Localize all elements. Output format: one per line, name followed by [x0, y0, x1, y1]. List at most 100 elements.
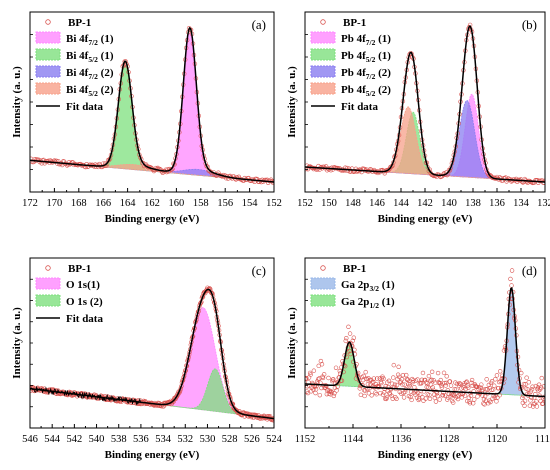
- data-point: [324, 391, 330, 397]
- data-point: [458, 381, 463, 387]
- legend-label-3: Pb 4f7/2 (2): [341, 67, 391, 81]
- legend-label-1: Bi 4f7/2 (1): [66, 33, 114, 47]
- panel-c: 546 544 542 540 538 536 534 532 530 528 526 524 Bind…: [11, 257, 283, 461]
- data-point: [486, 382, 492, 388]
- data-point: [539, 375, 544, 381]
- legend-swatch-2: [310, 294, 336, 307]
- data-point: [529, 387, 535, 392]
- data-point: [46, 158, 51, 164]
- data-point: [509, 283, 514, 288]
- x-axis-title: Binding energy (eV): [378, 213, 473, 225]
- y-axis-title: Intensity (a. u.): [286, 66, 298, 138]
- x-tick-label: 164: [120, 198, 137, 209]
- data-point: [341, 168, 346, 173]
- legend: BP-1 Bi 4f7/2 (1) Bi 4f5/2 (1) Bi 4f7/2 (2)…: [35, 17, 114, 113]
- data-point: [459, 386, 464, 391]
- x-tick-label: 142: [417, 198, 433, 209]
- data-point: [466, 385, 471, 390]
- data-point: [445, 388, 450, 393]
- data-point: [484, 377, 489, 382]
- data-point: [358, 392, 364, 398]
- legend-label-2: Pb 4f5/2 (1): [341, 50, 391, 64]
- legend-swatch-1: [35, 277, 61, 290]
- data-point: [346, 324, 351, 329]
- legend-swatch-1: [310, 31, 336, 44]
- x-tick-label: 1128: [439, 434, 460, 445]
- data-point: [368, 382, 373, 387]
- x-tick-label: 156: [217, 198, 233, 209]
- data-point: [385, 388, 391, 394]
- x-tick-label: 524: [266, 434, 283, 445]
- data-point: [330, 378, 335, 384]
- data-point: [395, 372, 401, 377]
- plot-area: [305, 22, 545, 186]
- x-tick-label: 152: [297, 198, 313, 209]
- data-point: [326, 167, 332, 172]
- panel-label: (b): [522, 17, 537, 32]
- x-tick-label: 542: [66, 434, 82, 445]
- x-tick-label: 148: [345, 198, 361, 209]
- data-point: [443, 383, 448, 388]
- data-point: [371, 376, 377, 381]
- legend-swatch-3: [35, 65, 61, 78]
- legend-marker-data: [320, 265, 326, 271]
- data-point: [365, 382, 371, 387]
- data-point: [475, 394, 480, 399]
- data-point: [448, 383, 454, 388]
- data-point: [469, 377, 475, 383]
- data-point: [51, 159, 56, 164]
- data-point: [410, 379, 415, 385]
- data-point: [389, 381, 395, 386]
- data-point: [420, 370, 426, 376]
- x-tick-label: 1120: [487, 434, 508, 445]
- data-point: [523, 386, 529, 391]
- data-point: [322, 385, 327, 391]
- x-tick-label: 534: [155, 434, 172, 445]
- data-point: [541, 384, 545, 389]
- x-tick-label: 158: [193, 198, 209, 209]
- fit-line: [305, 287, 545, 398]
- data-point: [407, 382, 413, 387]
- data-point: [317, 392, 323, 398]
- legend-label-2: O 1s (2): [66, 296, 103, 308]
- data-point: [432, 392, 437, 397]
- data-point: [417, 381, 422, 386]
- data-point: [428, 382, 434, 387]
- data-point: [436, 380, 441, 385]
- data-point: [488, 399, 493, 405]
- data-point: [489, 174, 494, 179]
- data-point: [391, 375, 396, 380]
- data-point: [315, 381, 320, 386]
- data-point: [332, 385, 338, 391]
- data-point: [398, 380, 403, 385]
- data-point: [396, 364, 401, 370]
- data-point: [531, 401, 536, 407]
- panel-label: (a): [252, 17, 266, 32]
- data-point: [494, 373, 500, 378]
- x-tick-label: 168: [71, 198, 87, 209]
- data-point: [429, 377, 434, 382]
- data-point: [428, 378, 433, 383]
- panel-label: (d): [522, 263, 537, 278]
- x-tick-label: 170: [47, 198, 63, 209]
- x-tick-label: 152: [266, 198, 282, 209]
- data-point: [520, 400, 526, 406]
- x-tick-label: 538: [111, 434, 127, 445]
- legend-label-1: Ga 2p3/2 (1): [341, 279, 395, 293]
- data-point: [481, 401, 486, 406]
- data-point: [408, 50, 413, 56]
- data-point: [492, 383, 497, 388]
- x-tick-label: 160: [169, 198, 185, 209]
- data-point: [409, 376, 415, 382]
- data-point: [374, 376, 380, 381]
- data-point: [359, 374, 365, 380]
- data-point: [397, 389, 402, 395]
- fit-line: [305, 25, 545, 183]
- data-point: [90, 162, 95, 168]
- legend-swatch-2: [35, 48, 61, 61]
- data-point: [394, 382, 400, 388]
- x-tick-label: 1136: [391, 434, 412, 445]
- data-point: [422, 378, 427, 383]
- legend-marker-data: [320, 19, 326, 25]
